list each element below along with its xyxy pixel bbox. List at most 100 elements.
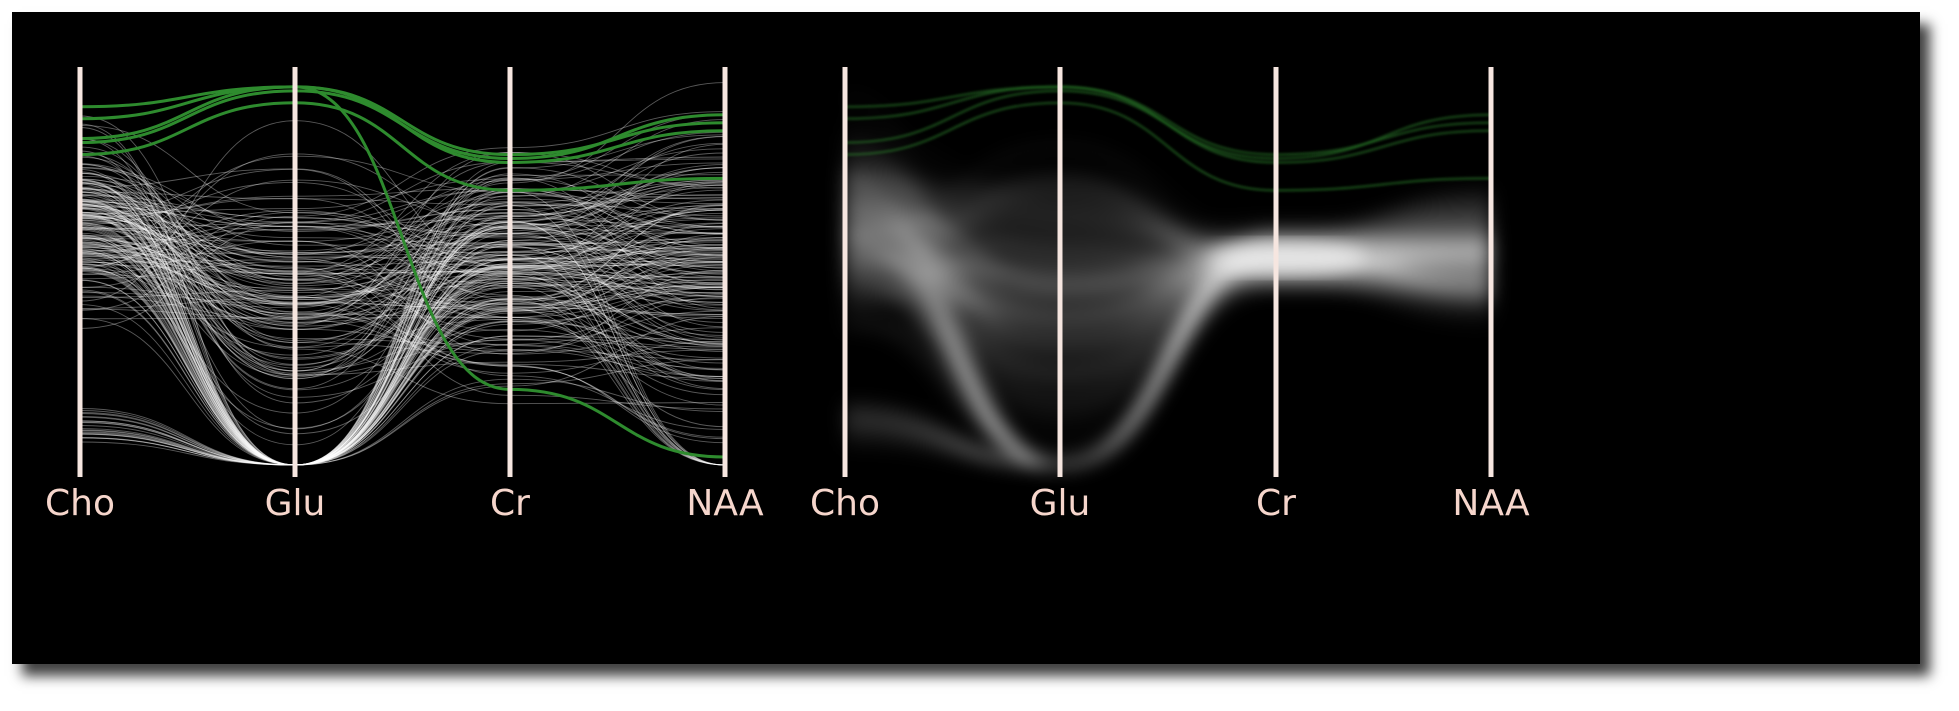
context-line: [79, 168, 726, 318]
context-line: [79, 279, 726, 466]
context-line: [79, 113, 726, 380]
context-line: [79, 224, 726, 359]
context-line: [79, 175, 726, 333]
context-line: [79, 225, 726, 466]
context-line: [79, 204, 726, 466]
context-line: [79, 202, 726, 466]
context-line: [79, 226, 726, 356]
context-line: [79, 245, 726, 301]
context-line: [79, 188, 726, 329]
axis-label-glu: Glu: [265, 483, 326, 524]
context-line: [79, 163, 726, 365]
context-line: [79, 286, 726, 320]
context-line: [79, 227, 726, 446]
context-line: [79, 295, 726, 379]
context-line: [79, 247, 726, 293]
context-line: [79, 220, 726, 410]
context-line: [79, 233, 726, 305]
context-line: [79, 173, 726, 466]
context-line: [79, 227, 726, 366]
context-line: [79, 200, 726, 245]
context-line: [79, 269, 726, 359]
context-line: [79, 194, 726, 291]
context-line: [79, 172, 726, 369]
context-line: [79, 180, 726, 466]
context-line: [844, 233, 1492, 295]
context-line: [79, 216, 726, 345]
context-line: [79, 188, 726, 466]
context-line: [79, 227, 726, 382]
context-line: [79, 267, 726, 429]
context-line: [79, 167, 726, 466]
context-line: [79, 256, 726, 466]
context-line: [79, 211, 726, 307]
context-line: [79, 279, 726, 466]
context-line: [79, 179, 726, 466]
context-line: [79, 223, 726, 466]
figure-frame: Cho Glu Cr NAA Cho Glu Cr NAA: [12, 12, 1920, 664]
context-line: [79, 275, 726, 466]
context-line: [79, 181, 726, 284]
context-line: [79, 215, 726, 256]
context-line: [79, 245, 726, 466]
context-line: [79, 171, 726, 466]
highlighted-line: [79, 89, 726, 161]
context-line: [79, 257, 726, 466]
context-line: [79, 243, 726, 352]
context-line: [79, 134, 726, 466]
context-line: [79, 167, 726, 246]
context-line: [79, 255, 726, 444]
context-line: [79, 194, 726, 376]
context-line: [79, 272, 726, 466]
context-line: [79, 237, 726, 299]
context-line: [79, 161, 726, 248]
context-line: [79, 115, 726, 376]
context-line: [79, 317, 726, 466]
context-line: [79, 164, 726, 305]
context-line: [79, 238, 726, 396]
context-line: [844, 166, 1492, 288]
context-line: [79, 239, 726, 466]
context-line: [79, 209, 726, 286]
context-line: [79, 250, 726, 466]
context-line: [79, 179, 726, 319]
context-line: [79, 171, 726, 466]
context-line: [79, 222, 726, 372]
context-line: [79, 188, 726, 390]
context-line: [79, 201, 726, 466]
context-line: [79, 187, 726, 466]
context-line: [79, 237, 726, 317]
context-line: [79, 261, 726, 364]
axis-label-cho: Cho: [810, 483, 880, 524]
context-line: [79, 189, 726, 466]
context-line: [79, 158, 726, 466]
context-line: [79, 224, 726, 466]
context-line: [79, 179, 726, 466]
context-line: [79, 142, 726, 252]
highlighted-line: [79, 85, 726, 459]
context-line: [79, 188, 726, 280]
panel-density: Cho Glu Cr NAA: [810, 67, 1530, 524]
context-line: [79, 195, 726, 239]
context-line: [79, 191, 726, 304]
context-line: [79, 344, 726, 466]
context-line: [79, 201, 726, 278]
context-line: [844, 247, 1492, 315]
context-line: [79, 217, 726, 235]
context-line: [79, 228, 726, 466]
context-line: [79, 228, 726, 466]
context-line: [79, 204, 726, 353]
context-line: [79, 138, 726, 372]
context-lines: [79, 82, 726, 466]
context-line: [79, 225, 726, 305]
context-line: [79, 191, 726, 466]
context-line: [79, 244, 726, 428]
context-line: [79, 254, 726, 466]
context-line: [79, 211, 726, 466]
context-lines: [844, 95, 1492, 467]
context-line: [79, 206, 726, 391]
context-line: [79, 196, 726, 466]
context-line: [79, 162, 726, 466]
context-line: [79, 199, 726, 254]
context-line: [79, 247, 726, 466]
